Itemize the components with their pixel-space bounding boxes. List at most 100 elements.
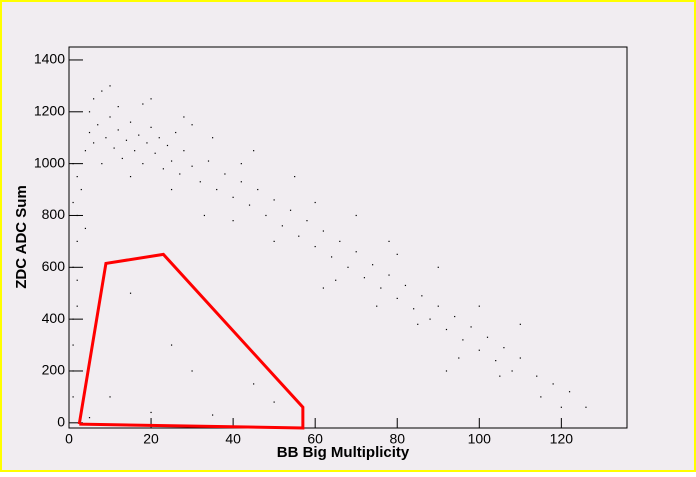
y-tick-label: 0	[57, 414, 65, 430]
point	[212, 414, 214, 416]
point	[232, 196, 234, 198]
point	[486, 336, 489, 338]
point	[158, 137, 160, 139]
point	[380, 287, 382, 289]
point	[437, 305, 439, 307]
point	[76, 175, 78, 178]
point	[93, 98, 95, 100]
point	[478, 305, 480, 307]
point	[134, 150, 136, 152]
point	[150, 98, 152, 100]
point	[495, 360, 497, 362]
point	[585, 406, 587, 408]
point	[347, 266, 349, 268]
point	[314, 245, 316, 248]
point	[101, 90, 103, 92]
point	[322, 230, 324, 232]
point	[170, 160, 173, 162]
point	[240, 163, 242, 165]
point	[355, 251, 357, 253]
point	[191, 124, 193, 126]
y-tick-label: 1200	[34, 102, 65, 118]
point	[191, 165, 193, 167]
point	[72, 396, 74, 398]
point	[150, 126, 152, 128]
point	[216, 188, 218, 191]
point	[445, 328, 448, 331]
point	[437, 266, 439, 268]
y-tick-label: 200	[42, 362, 66, 378]
point	[72, 344, 74, 346]
point	[84, 227, 87, 230]
point	[372, 264, 374, 266]
point	[253, 383, 255, 385]
point	[470, 326, 472, 328]
point	[396, 297, 398, 300]
point	[404, 284, 407, 287]
point	[224, 173, 226, 175]
point	[88, 131, 91, 134]
point	[298, 235, 300, 237]
point	[421, 295, 423, 297]
x-axis-title: BB Big Multiplicity	[277, 444, 410, 461]
point	[166, 144, 169, 147]
point	[125, 139, 128, 141]
point	[129, 175, 132, 178]
point	[273, 240, 275, 242]
point	[519, 357, 521, 359]
point	[170, 188, 173, 191]
point	[536, 375, 538, 377]
point	[72, 266, 74, 268]
plot-frame	[68, 46, 628, 429]
point	[503, 347, 505, 349]
point	[175, 131, 177, 134]
point	[552, 383, 554, 385]
point	[129, 292, 132, 294]
point	[273, 401, 275, 403]
point	[117, 129, 119, 131]
x-tick-label: 20	[143, 431, 159, 447]
point	[568, 391, 571, 393]
y-axis-title: ZDC ADC Sum	[13, 185, 30, 289]
point	[388, 274, 390, 276]
point	[388, 240, 390, 242]
point	[109, 85, 111, 87]
y-tick-label: 1000	[34, 154, 65, 170]
point	[109, 116, 111, 118]
point	[289, 209, 292, 211]
point	[162, 168, 164, 170]
point	[499, 375, 501, 377]
point	[212, 137, 214, 139]
point	[540, 396, 542, 398]
point	[232, 220, 234, 222]
point	[207, 160, 210, 162]
point	[335, 279, 337, 281]
point	[511, 370, 513, 372]
point	[183, 150, 185, 152]
point	[72, 163, 74, 165]
point	[76, 279, 78, 281]
x-tick-label: 80	[389, 431, 405, 447]
y-tick-label: 1400	[34, 51, 65, 67]
point	[97, 124, 99, 126]
point	[257, 188, 259, 191]
point	[273, 199, 275, 201]
point	[199, 181, 201, 183]
point	[72, 318, 74, 320]
x-tick-label: 100	[468, 431, 492, 447]
point	[519, 323, 521, 325]
point	[109, 396, 111, 398]
point	[154, 152, 156, 154]
point	[76, 305, 78, 307]
point	[142, 103, 144, 105]
point	[265, 214, 267, 217]
point	[179, 173, 181, 175]
point	[170, 344, 173, 346]
point	[253, 150, 255, 152]
point	[138, 134, 140, 136]
point	[84, 150, 87, 152]
x-tick-label: 0	[65, 431, 73, 447]
point	[203, 214, 205, 217]
point	[88, 417, 91, 419]
